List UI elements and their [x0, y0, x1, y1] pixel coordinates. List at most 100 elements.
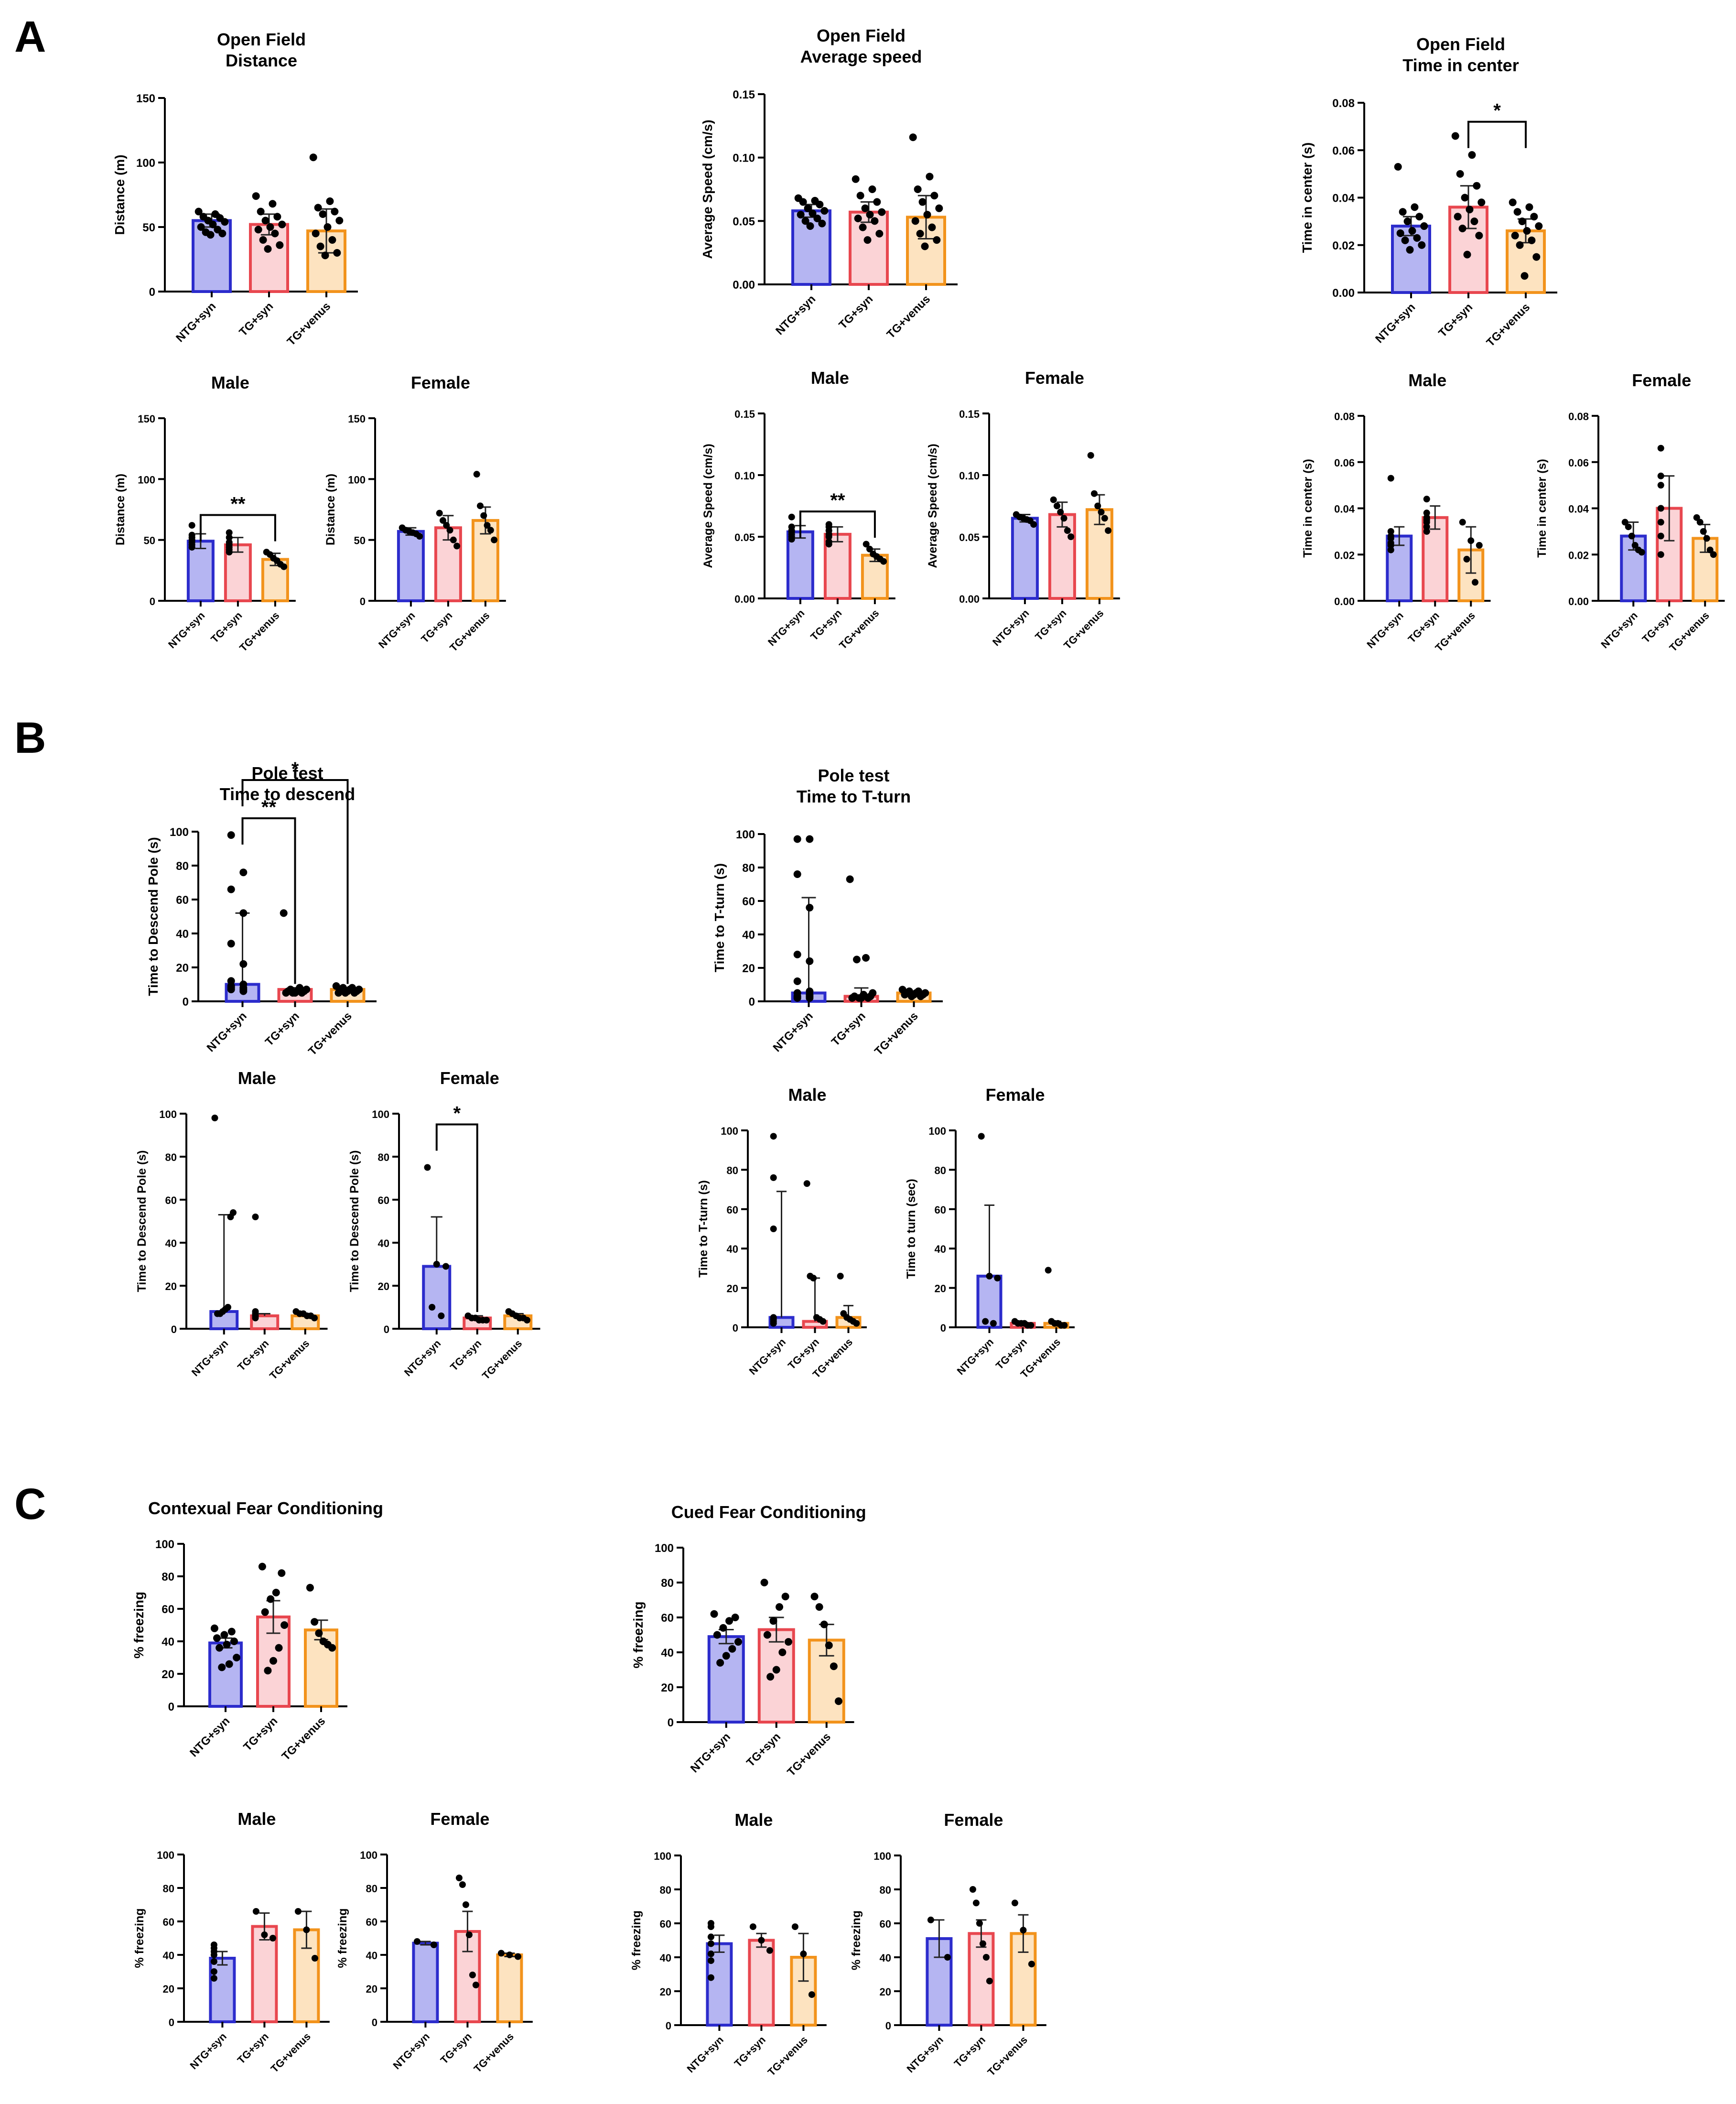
- y-tick-label: 0.06: [1568, 457, 1589, 469]
- data-point: [1403, 217, 1412, 226]
- data-point: [788, 513, 795, 521]
- data-point: [825, 533, 832, 540]
- data-point: [469, 1972, 476, 1978]
- y-tick-label: 0.08: [1334, 411, 1355, 423]
- data-point: [1067, 533, 1075, 540]
- data-point: [797, 211, 805, 219]
- data-point: [944, 1954, 951, 1961]
- bar-ntg-syn: [412, 1941, 439, 2023]
- data-point: [1420, 222, 1428, 230]
- bar-ntg-syn: [976, 1274, 1003, 1329]
- y-tick-label: 20: [162, 1668, 174, 1681]
- data-point: [221, 218, 229, 226]
- data-point: [439, 517, 446, 524]
- data-point: [267, 1595, 275, 1603]
- data-point: [791, 1923, 798, 1930]
- data-point: [770, 1226, 777, 1232]
- data-point: [194, 207, 203, 216]
- data-point: [707, 1923, 714, 1930]
- y-tick-label: 80: [165, 1151, 177, 1163]
- data-point: [866, 545, 873, 553]
- data-point: [1509, 198, 1517, 206]
- y-tick-label: 80: [162, 1571, 174, 1583]
- chart-title: Female: [1632, 370, 1691, 390]
- data-point: [837, 1272, 844, 1280]
- chart-open-field-distance-female: Female 0 50 100 150 Distance (m) NTG+syn TG+syn…: [324, 373, 506, 654]
- data-point: [280, 909, 288, 917]
- data-point: [810, 1275, 817, 1281]
- data-point: [211, 1115, 218, 1121]
- data-point: [763, 1631, 771, 1639]
- x-tick-label: TG+venus: [472, 2030, 516, 2075]
- data-point: [1467, 537, 1475, 544]
- x-tick-label: TG+venus: [985, 2034, 1030, 2078]
- data-point: [848, 994, 856, 1002]
- y-tick-label: 80: [935, 1164, 946, 1176]
- x-tick-label: TG+venus: [306, 1009, 355, 1058]
- y-tick-label: 40: [742, 929, 755, 942]
- data-point: [311, 1955, 318, 1962]
- data-point: [1050, 496, 1057, 503]
- data-point: [927, 1916, 934, 1923]
- x-tick-label: TG+syn: [952, 2034, 988, 2070]
- data-point: [853, 1320, 860, 1327]
- x-tick-label: TG+venus: [884, 293, 933, 341]
- y-tick-label: 40: [661, 1647, 674, 1659]
- data-point: [264, 245, 272, 253]
- y-tick-label: 0.15: [959, 408, 980, 420]
- data-point: [223, 1640, 231, 1648]
- y-tick-label: 20: [660, 1986, 671, 1998]
- data-point: [852, 175, 860, 183]
- y-axis-label: Time to T-turn (s): [697, 1180, 710, 1278]
- y-tick-label: 150: [138, 413, 155, 425]
- data-point: [928, 223, 936, 231]
- data-point: [271, 229, 279, 238]
- data-point: [719, 1624, 727, 1632]
- data-point: [1657, 445, 1664, 452]
- data-point: [218, 229, 226, 238]
- y-tick-label: 0.04: [1334, 503, 1355, 515]
- data-point: [926, 173, 934, 181]
- data-point: [810, 1593, 819, 1601]
- x-tick-label: NTG+syn: [189, 1337, 230, 1378]
- x-tick-label: NTG+syn: [1373, 301, 1418, 346]
- data-point: [1518, 217, 1526, 226]
- data-point: [278, 220, 286, 228]
- data-point: [863, 541, 870, 548]
- data-point: [1657, 505, 1664, 512]
- chart-contextual-fear-male: Male 0 20 40 60 80 100 % freezing NTG+syn TG+synT…: [133, 1809, 330, 2075]
- data-point: [1423, 519, 1430, 526]
- y-tick-label: 80: [661, 1577, 674, 1590]
- y-axis-label: Average Speed (cm/s): [926, 444, 939, 568]
- x-tick-label: TG+syn: [732, 2034, 768, 2070]
- data-point: [816, 200, 824, 208]
- data-point: [227, 885, 235, 893]
- y-tick-label: 0.02: [1334, 549, 1355, 561]
- data-point: [289, 989, 297, 997]
- x-tick-label: NTG+syn: [1598, 609, 1639, 651]
- panel-label-b: B: [14, 714, 46, 762]
- data-point: [226, 529, 233, 536]
- x-tick-label: TG+syn: [419, 609, 454, 645]
- data-point: [278, 1569, 286, 1577]
- data-point: [933, 236, 941, 244]
- data-point: [436, 510, 443, 517]
- y-tick-label: 100: [155, 1538, 174, 1551]
- data-point: [233, 1654, 241, 1661]
- data-point: [335, 217, 344, 225]
- x-tick-label: TG+syn: [235, 1337, 271, 1373]
- data-point: [429, 1304, 436, 1311]
- data-point: [770, 1133, 777, 1140]
- data-point: [1628, 532, 1635, 540]
- x-tick-label: NTG+syn: [205, 1009, 249, 1054]
- data-point: [239, 909, 248, 917]
- chart-title: Male: [811, 368, 849, 388]
- data-point: [728, 1645, 736, 1653]
- data-point: [725, 1617, 733, 1625]
- y-tick-label: 100: [654, 1850, 671, 1862]
- data-point: [462, 1901, 469, 1908]
- data-point: [918, 198, 927, 206]
- data-point: [1472, 579, 1478, 586]
- data-point: [316, 242, 324, 250]
